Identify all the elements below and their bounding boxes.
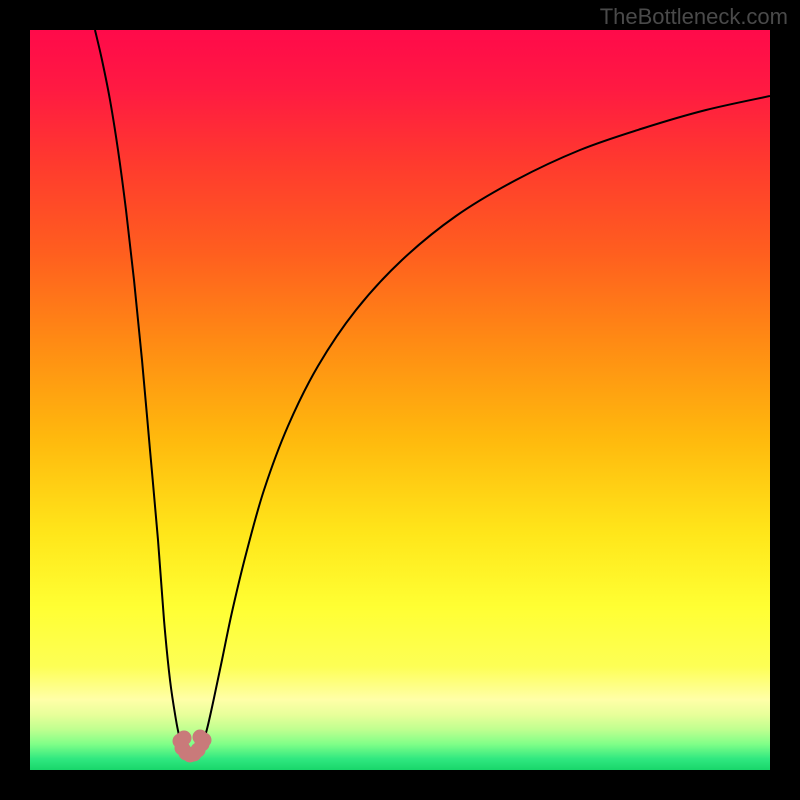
valley-node xyxy=(193,730,208,745)
chart-frame: TheBottleneck.com xyxy=(0,0,800,800)
watermark-text: TheBottleneck.com xyxy=(600,4,788,30)
valley-node xyxy=(177,731,192,746)
plot-area xyxy=(30,30,770,770)
curve-right-branch xyxy=(204,96,770,740)
bottleneck-curve xyxy=(30,30,770,770)
valley-nodes xyxy=(173,730,212,763)
curve-left-branch xyxy=(95,30,180,740)
